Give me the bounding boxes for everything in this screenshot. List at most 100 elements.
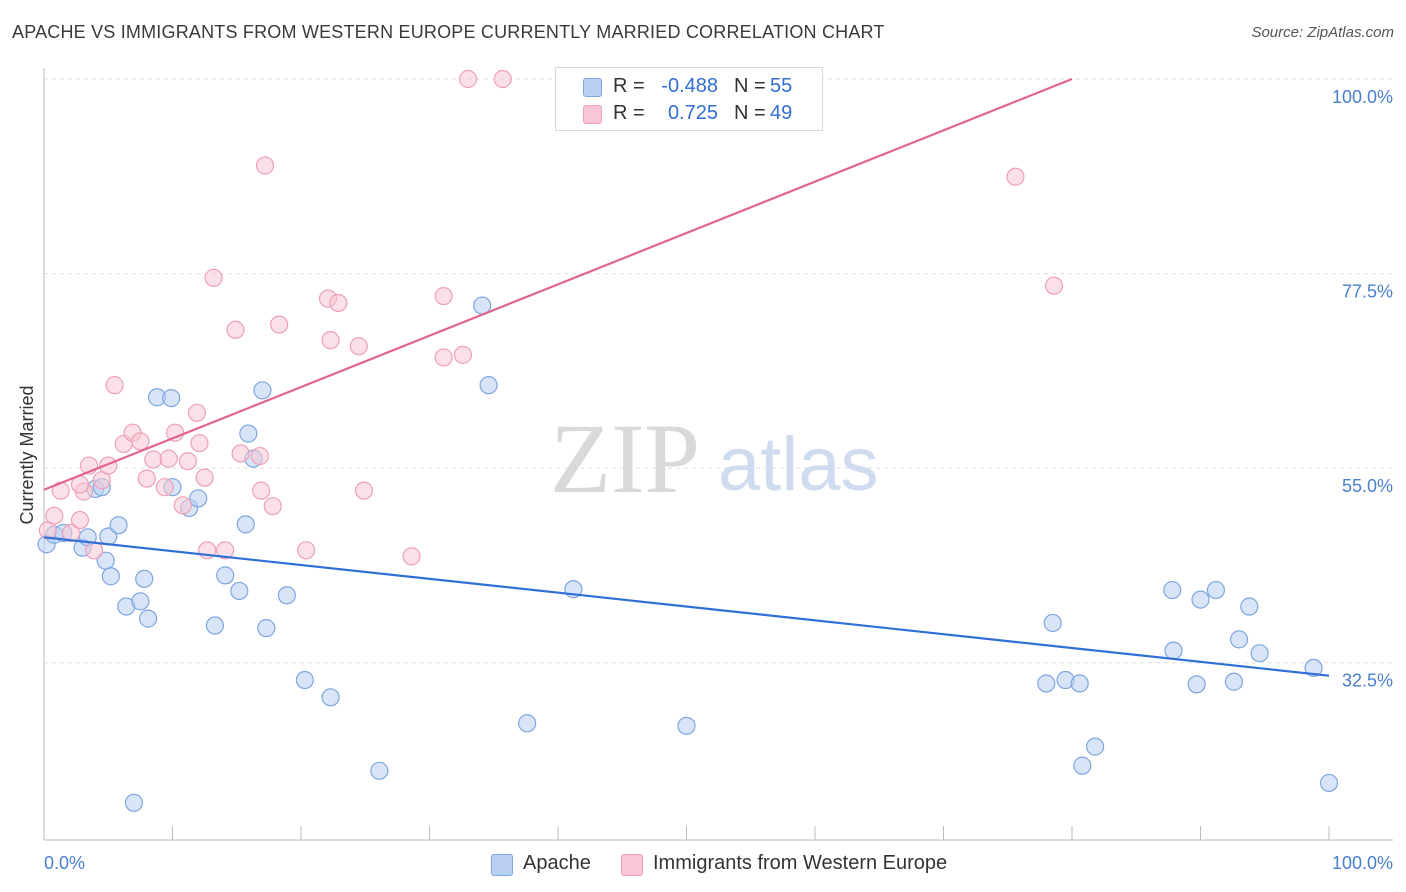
apache-point[interactable] [1037,674,1056,693]
immigrants-point[interactable] [453,345,473,364]
source-label: Source: ZipAtlas.com [1251,24,1394,41]
r-value: -0.488 [661,75,718,97]
immigrants-point[interactable] [1006,167,1025,186]
immigrants-point[interactable] [61,523,81,543]
apache-point[interactable] [677,716,696,735]
immigrants-swatch [621,854,643,876]
apache-point[interactable] [216,566,235,585]
immigrants-point[interactable] [255,156,275,175]
immigrants-point[interactable] [137,469,156,488]
immigrants-point[interactable] [155,478,174,497]
apache-point[interactable] [253,381,272,400]
apache-point[interactable] [239,424,258,443]
legend-row-immigrants: R = 0.725 N = 49 [556,100,822,128]
apache-point[interactable] [321,688,340,707]
immigrants-point[interactable] [297,541,316,560]
apache-point[interactable] [1319,773,1339,793]
apache-point[interactable] [1224,672,1244,691]
immigrants-point[interactable] [190,433,209,453]
immigrants-point[interactable] [159,449,178,468]
apache-swatch [583,78,602,97]
immigrants-point[interactable] [70,510,90,530]
apache-point[interactable] [230,581,249,601]
apache-point[interactable] [1304,658,1323,678]
y-tick-label: 100.0% [1332,87,1393,107]
axis-layer [43,68,1393,841]
apache-point[interactable] [162,389,181,408]
apache-trend-line [43,536,1330,677]
legend-label-apache: Apache [523,852,591,874]
immigrants-point[interactable] [45,506,64,525]
immigrants-point[interactable] [270,315,289,334]
apache-point[interactable] [1191,590,1210,609]
immigrants-point[interactable] [105,376,124,395]
apache-point[interactable] [1163,580,1182,600]
series-immigrants [38,69,1064,566]
immigrants-point[interactable] [263,497,282,516]
tick-labels: 32.5% 55.0% 77.5% 100.0% 0.0% 100.0% [44,87,1393,873]
series-apache [37,296,1339,812]
apache-point[interactable] [124,793,144,812]
immigrants-trend-line [43,77,1073,491]
apache-point[interactable] [1206,580,1226,600]
apache-point[interactable] [1043,613,1062,633]
r-label: R = [613,102,645,124]
grid-layer [44,78,1393,664]
immigrants-point[interactable] [178,452,198,471]
immigrants-point[interactable] [493,69,512,89]
immigrants-point[interactable] [252,481,271,500]
apache-point[interactable] [236,515,255,534]
immigrants-point[interactable] [434,348,453,367]
apache-point[interactable] [370,761,389,780]
apache-point[interactable] [1250,644,1269,663]
apache-point[interactable] [1240,597,1259,616]
immigrants-point[interactable] [187,403,207,422]
series-layer [37,69,1339,812]
apache-point[interactable] [205,616,225,635]
immigrants-point[interactable] [458,69,478,89]
n-value: 49 [770,102,793,124]
apache-point[interactable] [1073,756,1092,775]
apache-point[interactable] [1229,630,1249,649]
legend-row-apache: R = -0.488 N = 55 [556,73,822,101]
immigrants-point[interactable] [434,286,453,306]
immigrants-point[interactable] [173,496,192,515]
apache-point[interactable] [131,592,150,611]
r-label: R = [613,75,645,97]
apache-point[interactable] [1070,674,1089,693]
apache-point[interactable] [277,586,296,605]
immigrants-point[interactable] [349,337,368,356]
immigrants-point[interactable] [204,268,223,287]
r-value: 0.725 [667,102,718,124]
immigrants-point[interactable] [354,481,374,500]
immigrants-point[interactable] [402,547,421,566]
trend-layer [43,77,1330,677]
apache-point[interactable] [109,516,128,535]
apache-point[interactable] [1164,641,1183,660]
apache-point[interactable] [189,489,208,508]
apache-point[interactable] [1086,737,1105,756]
apache-point[interactable] [138,609,158,628]
immigrants-point[interactable] [216,541,235,560]
series-legend: Apache Immigrants from Western Europe [0,852,1406,878]
immigrants-point[interactable] [250,446,269,466]
immigrants-point[interactable] [195,468,214,487]
immigrants-point[interactable] [321,331,340,350]
watermark-atlas: atlas [718,422,879,507]
apache-point[interactable] [518,714,537,733]
apache-point[interactable] [479,376,498,395]
apache-point[interactable] [135,569,154,588]
apache-swatch [491,854,513,876]
apache-point[interactable] [257,619,276,638]
immigrants-point[interactable] [131,432,150,451]
immigrants-point[interactable] [144,450,163,469]
apache-point[interactable] [295,670,314,690]
watermark-zip: ZIP [550,403,700,514]
immigrants-point[interactable] [1044,276,1064,295]
immigrants-point[interactable] [329,293,348,313]
immigrants-point[interactable] [226,320,245,339]
immigrants-point[interactable] [231,444,250,463]
immigrants-point[interactable] [165,423,185,442]
apache-point[interactable] [101,567,120,586]
apache-point[interactable] [1187,675,1206,694]
